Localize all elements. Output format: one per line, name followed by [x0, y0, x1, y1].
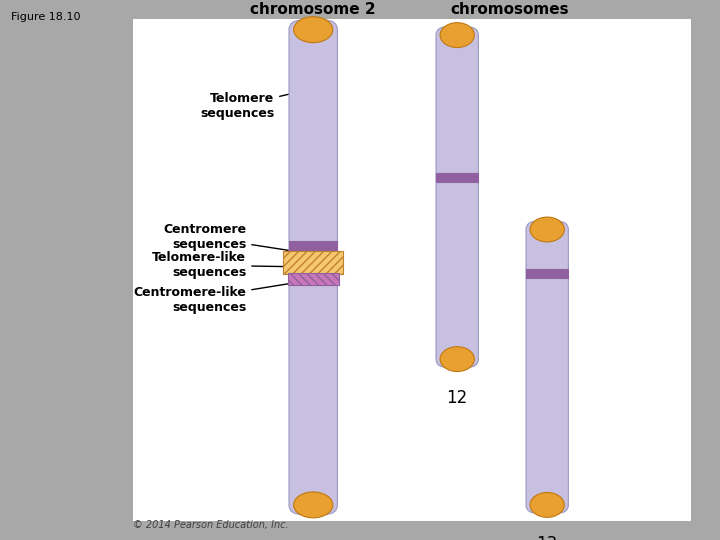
Text: Centromere
sequences: Centromere sequences: [163, 224, 309, 255]
Text: Human
chromosome 2: Human chromosome 2: [251, 0, 376, 17]
Text: Centromere-like
sequences: Centromere-like sequences: [133, 279, 309, 314]
Text: © 2014 Pearson Education, Inc.: © 2014 Pearson Education, Inc.: [133, 520, 289, 530]
Text: 12: 12: [446, 389, 468, 407]
Text: Chimpanzee
chromosomes: Chimpanzee chromosomes: [450, 0, 569, 17]
Text: Figure 18.10: Figure 18.10: [11, 12, 81, 22]
Text: 13: 13: [536, 535, 558, 540]
Text: Telomere-like
sequences: Telomere-like sequences: [152, 251, 305, 279]
Text: Telomere
sequences: Telomere sequences: [200, 87, 312, 120]
